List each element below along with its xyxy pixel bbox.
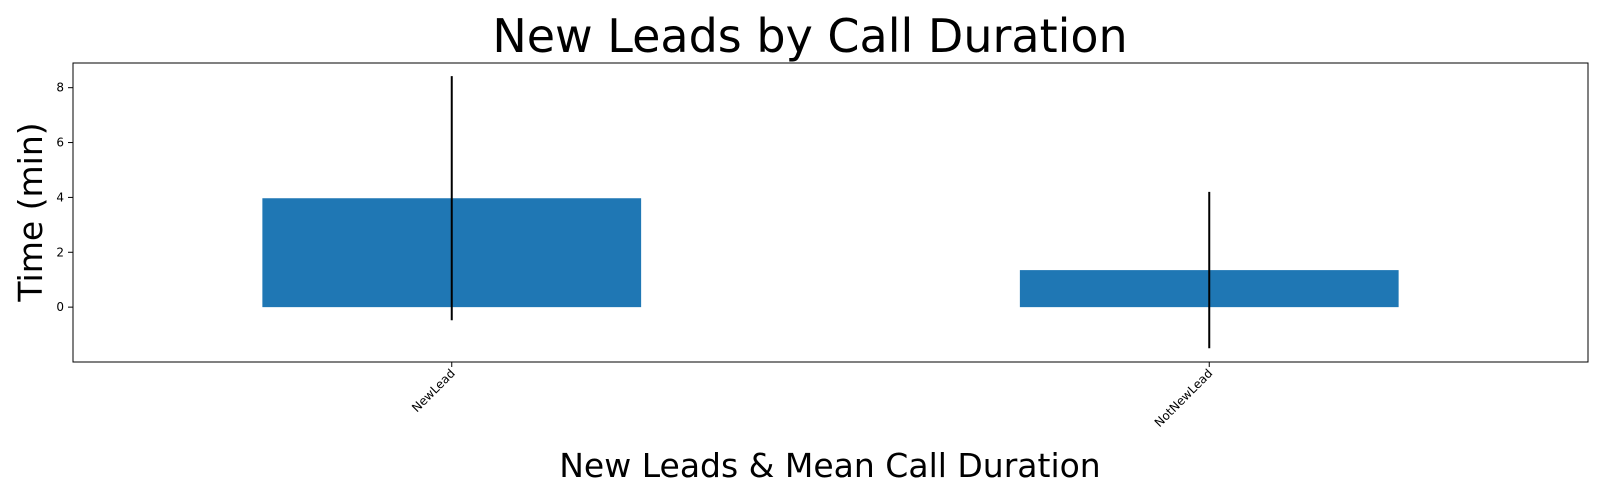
y-axis-label: Time (min): [11, 122, 50, 302]
chart-title: New Leads by Call Duration: [492, 9, 1127, 63]
y-tick-label: 6: [56, 136, 64, 150]
y-tick-label: 8: [56, 81, 64, 95]
y-tick-label: 4: [56, 190, 64, 204]
y-tick-label: 0: [56, 300, 64, 314]
x-axis-label: New Leads & Mean Call Duration: [559, 446, 1100, 485]
x-tick-label: NotNewLead: [1152, 366, 1216, 430]
bars: [262, 198, 1399, 308]
error-bars: [450, 76, 1211, 349]
x-tick-label: NewLead: [409, 366, 458, 415]
plot-area: [72, 62, 1589, 363]
y-axis: 0 2 4 6 8: [56, 81, 73, 314]
y-tick-label: 2: [56, 245, 64, 259]
plot-frame: [72, 62, 1589, 363]
x-axis: NewLead NotNewLead: [409, 362, 1215, 430]
